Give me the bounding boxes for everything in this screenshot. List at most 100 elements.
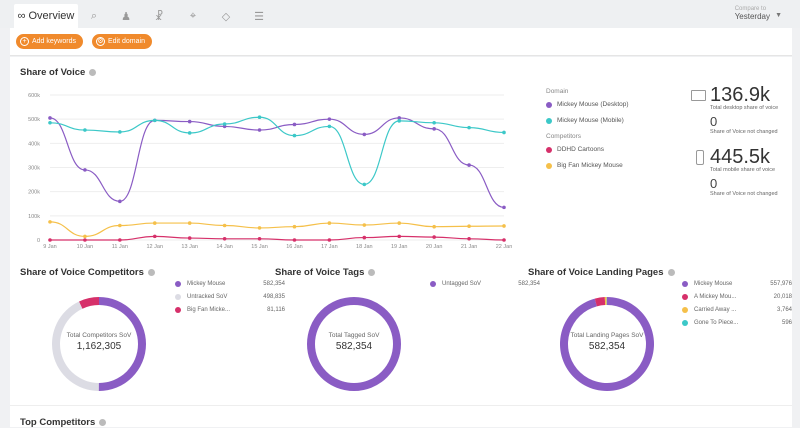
data-point[interactable] bbox=[293, 238, 297, 242]
y-tick-label: 400k bbox=[28, 141, 40, 147]
data-point[interactable] bbox=[328, 238, 332, 242]
data-point[interactable] bbox=[118, 200, 122, 204]
help-icon[interactable] bbox=[148, 269, 155, 276]
x-tick-label: 21 Jan bbox=[461, 244, 478, 250]
data-point[interactable] bbox=[223, 224, 227, 228]
data-point[interactable] bbox=[83, 238, 87, 242]
data-point[interactable] bbox=[153, 235, 157, 239]
desktop-stat: 136.9k Total desktop share of voice 0 Sh… bbox=[710, 85, 778, 135]
data-point[interactable] bbox=[118, 130, 122, 134]
donut-slice[interactable] bbox=[79, 297, 99, 309]
divider bbox=[10, 405, 792, 406]
tab-reports[interactable]: ☰ bbox=[249, 4, 269, 28]
data-point[interactable] bbox=[188, 221, 192, 225]
legend-item[interactable]: DDHD Cartoons bbox=[546, 146, 629, 153]
section-title-donut: Share of Voice Competitors bbox=[20, 267, 155, 278]
help-icon[interactable] bbox=[99, 419, 106, 426]
data-point[interactable] bbox=[397, 221, 401, 225]
data-point[interactable] bbox=[328, 221, 332, 225]
data-point[interactable] bbox=[293, 123, 297, 127]
data-point[interactable] bbox=[502, 238, 506, 242]
data-point[interactable] bbox=[48, 238, 52, 242]
add-keywords-button[interactable]: +Add keywords bbox=[16, 34, 83, 49]
data-point[interactable] bbox=[432, 235, 436, 239]
series-line bbox=[50, 222, 504, 237]
legend-item[interactable]: Big Fan Mickey Mouse bbox=[546, 162, 629, 169]
data-point[interactable] bbox=[432, 121, 436, 125]
data-point[interactable] bbox=[293, 134, 297, 138]
tab-competitors[interactable]: ♟ bbox=[116, 4, 136, 28]
data-point[interactable] bbox=[432, 225, 436, 229]
data-point[interactable] bbox=[467, 224, 471, 228]
data-point[interactable] bbox=[48, 116, 52, 120]
help-icon[interactable] bbox=[368, 269, 375, 276]
data-point[interactable] bbox=[153, 221, 157, 225]
legend-dot bbox=[682, 294, 688, 300]
data-point[interactable] bbox=[363, 223, 367, 227]
y-tick-label: 100k bbox=[28, 214, 40, 220]
legend-item[interactable]: Gone To Piece...596 bbox=[682, 316, 792, 329]
data-point[interactable] bbox=[502, 131, 506, 135]
search-icon: ⌕ bbox=[91, 10, 97, 23]
data-point[interactable] bbox=[258, 226, 262, 230]
section-title-top-competitors: Top Competitors bbox=[20, 417, 106, 428]
data-point[interactable] bbox=[258, 128, 262, 132]
tab-tags[interactable]: ◇ bbox=[216, 4, 236, 28]
data-point[interactable] bbox=[397, 235, 401, 239]
data-point[interactable] bbox=[83, 235, 87, 239]
legend-item[interactable]: A Mickey Mou...20,018 bbox=[682, 290, 792, 303]
help-icon[interactable] bbox=[668, 269, 675, 276]
legend-item[interactable]: Carried Away ...3,764 bbox=[682, 303, 792, 316]
data-point[interactable] bbox=[118, 238, 122, 242]
data-point[interactable] bbox=[502, 224, 506, 228]
data-point[interactable] bbox=[48, 121, 52, 125]
data-point[interactable] bbox=[363, 133, 367, 137]
legend-item[interactable]: Mickey Mouse (Desktop) bbox=[546, 101, 629, 108]
x-tick-label: 22 Jan bbox=[496, 244, 513, 250]
data-point[interactable] bbox=[328, 125, 332, 129]
data-point[interactable] bbox=[467, 126, 471, 130]
data-point[interactable] bbox=[83, 128, 87, 132]
data-point[interactable] bbox=[188, 236, 192, 240]
toolbar: +Add keywords ⚙Edit domain bbox=[10, 28, 792, 56]
tab-rankings[interactable]: ☧ bbox=[149, 4, 169, 28]
data-point[interactable] bbox=[118, 224, 122, 228]
edit-domain-button[interactable]: ⚙Edit domain bbox=[92, 34, 152, 49]
tab-search[interactable]: ⌕ bbox=[84, 4, 104, 28]
data-point[interactable] bbox=[397, 119, 401, 123]
y-tick-label: 500k bbox=[28, 117, 40, 123]
data-point[interactable] bbox=[293, 225, 297, 229]
tab-targets[interactable]: ⌖ bbox=[183, 4, 203, 28]
data-point[interactable] bbox=[48, 220, 52, 224]
legend-dot bbox=[175, 281, 181, 287]
data-point[interactable] bbox=[432, 127, 436, 131]
y-tick-label: 200k bbox=[28, 190, 40, 196]
data-point[interactable] bbox=[467, 163, 471, 167]
data-point[interactable] bbox=[258, 115, 262, 119]
tab-overview[interactable]: ∞Overview bbox=[14, 4, 78, 28]
data-point[interactable] bbox=[328, 117, 332, 121]
chevron-down-icon: ▼ bbox=[775, 12, 782, 19]
data-point[interactable] bbox=[223, 237, 227, 241]
x-tick-label: 20 Jan bbox=[426, 244, 443, 250]
x-tick-label: 19 Jan bbox=[391, 244, 408, 250]
data-point[interactable] bbox=[363, 236, 367, 240]
data-point[interactable] bbox=[502, 206, 506, 210]
data-point[interactable] bbox=[188, 120, 192, 124]
data-point[interactable] bbox=[258, 237, 262, 241]
help-icon[interactable] bbox=[89, 69, 96, 76]
data-point[interactable] bbox=[467, 237, 471, 241]
legend-item[interactable]: Mickey Mouse (Mobile) bbox=[546, 117, 629, 124]
data-point[interactable] bbox=[363, 183, 367, 187]
data-point[interactable] bbox=[188, 131, 192, 135]
data-point[interactable] bbox=[83, 168, 87, 172]
data-point[interactable] bbox=[153, 119, 157, 123]
legend-item[interactable]: Big Fan Micke...81,116 bbox=[175, 303, 285, 316]
data-point[interactable] bbox=[223, 122, 227, 126]
